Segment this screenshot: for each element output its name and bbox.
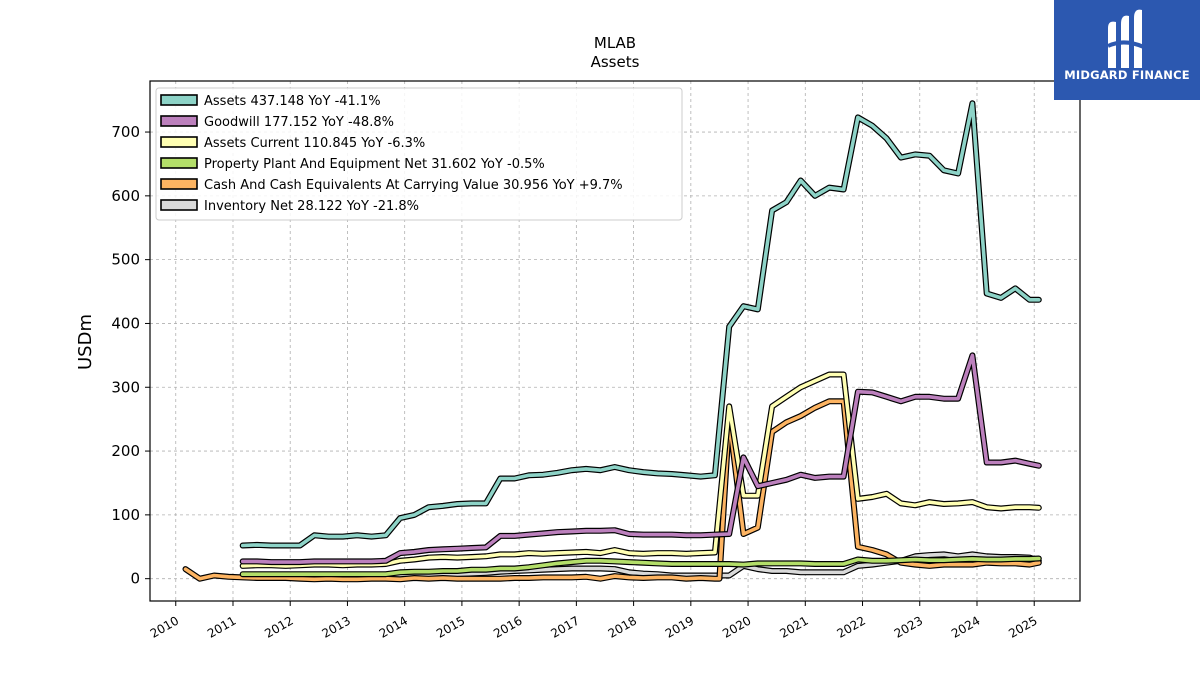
x-tick-label: 2012 (262, 613, 295, 640)
series-assets-current (239, 371, 1042, 569)
x-tick-label: 2017 (548, 613, 581, 640)
series-line (240, 101, 1041, 548)
y-tick-label: 700 (111, 123, 140, 141)
legend-box (155, 87, 683, 221)
legend: Assets 437.148 YoY -41.1% Goodwill 177.15… (155, 87, 683, 221)
x-tick-label: 2020 (720, 613, 753, 640)
y-tick-label: 400 (111, 314, 140, 332)
plot-frame (149, 80, 1081, 602)
series-line (240, 372, 1041, 568)
series-goodwill (239, 352, 1042, 566)
midgard-m-logo-icon (1107, 9, 1147, 69)
series-property-plant-and-equipment-net (239, 555, 1042, 578)
legend-entry: Inventory Net 28.122 YoY -21.8% (204, 199, 419, 214)
legend-entry: Property Plant And Equipment Net 31.602 … (204, 157, 545, 172)
x-tick-label: 2014 (377, 613, 410, 640)
legend-entry: Goodwill 177.152 YoY -48.8% (204, 115, 394, 130)
legend-swatch (160, 199, 198, 211)
x-tick-label: 2022 (835, 613, 868, 640)
legend-swatch (160, 115, 198, 127)
legend-swatch (160, 136, 198, 148)
chart-subtitle: Assets (591, 53, 640, 71)
y-tick-label: 500 (111, 251, 140, 269)
x-tick-label: 2016 (491, 613, 524, 640)
legend-swatch (160, 94, 198, 106)
y-tick-label: 0 (130, 570, 140, 588)
brand-logo: MIDGARD FINANCE (1054, 0, 1200, 100)
y-tick-label: 300 (111, 378, 140, 396)
legend-entry: Assets Current 110.845 YoY -6.3% (204, 136, 425, 151)
x-tick-label: 2021 (777, 613, 810, 640)
x-tick-label: 2015 (434, 613, 467, 640)
y-tick-label: 600 (111, 187, 140, 205)
legend-entry: Assets 437.148 YoY -41.1% (204, 94, 381, 109)
series-layer (182, 100, 1042, 583)
x-tick-label: 2024 (949, 613, 982, 640)
y-axis-label: USDm (75, 314, 96, 370)
series-line (240, 556, 1041, 577)
x-tick-label: 2010 (148, 613, 181, 640)
legend-entry: Cash And Cash Equivalents At Carrying Va… (204, 178, 623, 193)
x-tick-label: 2013 (319, 613, 352, 640)
chart-title: MLAB (594, 34, 636, 52)
x-tick-label: 2019 (663, 613, 696, 640)
x-tick-label: 2018 (606, 613, 639, 640)
x-tick-label: 2025 (1006, 613, 1039, 640)
x-tick-label: 2011 (205, 613, 238, 640)
series-line (240, 353, 1041, 564)
y-tick-label: 100 (111, 506, 140, 524)
series-assets (239, 100, 1042, 549)
y-tick-label: 200 (111, 442, 140, 460)
brand-name: MIDGARD FINANCE (1064, 68, 1190, 82)
x-tick-label: 2023 (892, 613, 925, 640)
legend-swatch (160, 157, 198, 169)
legend-swatch (160, 178, 198, 190)
